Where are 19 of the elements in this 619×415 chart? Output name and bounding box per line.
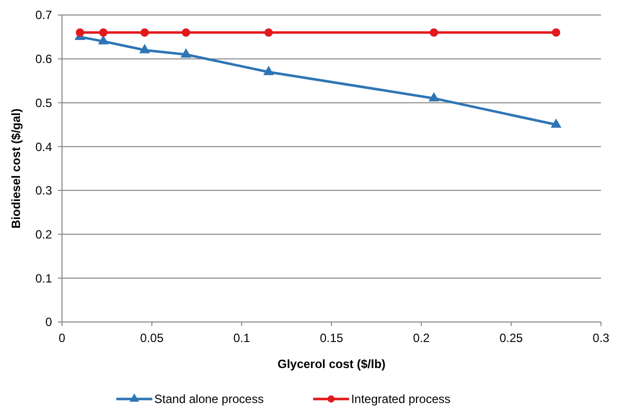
y-tick-label: 0.5 xyxy=(35,96,52,110)
x-tick-label: 0 xyxy=(58,331,66,345)
legend-label: Stand alone process xyxy=(154,392,264,406)
y-tick-label: 0.1 xyxy=(35,271,52,286)
x-tick-label: 0.2 xyxy=(412,331,430,345)
y-tick-label: 0.6 xyxy=(35,52,52,66)
x-tick-label: 0.3 xyxy=(592,331,610,345)
x-tick-label: 0.1 xyxy=(233,331,250,345)
legend-label: Integrated process xyxy=(351,392,451,406)
y-tick-label: 0.7 xyxy=(35,8,52,22)
x-tick-label: 0.15 xyxy=(320,331,344,345)
x-axis-title: Glycerol cost ($/lb) xyxy=(277,357,386,371)
y-tick-label: 0 xyxy=(45,315,52,330)
y-tick-label: 0.2 xyxy=(35,227,52,242)
y-axis-title: Biodiesel cost ($/gal) xyxy=(9,108,23,229)
x-tick-label: 0.05 xyxy=(140,331,164,345)
x-tick-label: 0.25 xyxy=(499,331,524,345)
y-tick-label: 0.4 xyxy=(35,140,52,154)
y-tick-label: 0.3 xyxy=(35,184,52,198)
